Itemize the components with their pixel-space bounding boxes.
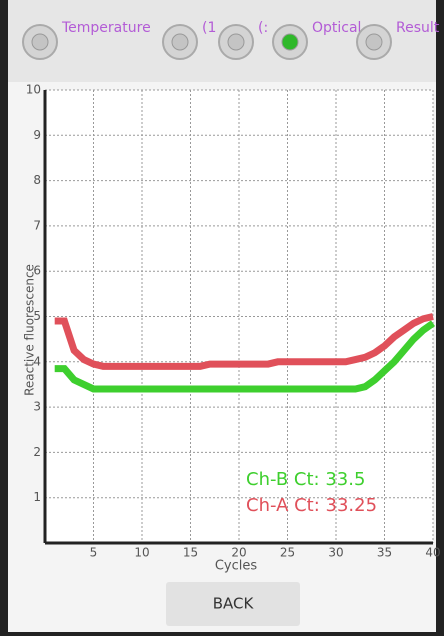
x-tick-label: 15 <box>183 546 198 560</box>
y-tick-label: 5 <box>33 309 41 323</box>
y-tick-label: 8 <box>33 173 41 187</box>
y-tick-label: 4 <box>33 354 41 368</box>
y-tick-label: 6 <box>33 264 41 278</box>
x-tick-label: 40 <box>425 546 440 560</box>
y-tick-label: 3 <box>33 400 41 414</box>
radio-inner[interactable] <box>228 34 244 50</box>
radio-inner[interactable] <box>172 34 188 50</box>
x-tick-label: 30 <box>328 546 343 560</box>
x-axis-label: Cycles <box>215 559 258 574</box>
annotation: Ch-B Ct: 33.5 <box>246 469 365 490</box>
radio-inner[interactable] <box>366 34 382 50</box>
tab-label[interactable]: (1 <box>202 20 216 36</box>
x-tick-label: 35 <box>377 546 392 560</box>
radio-inner[interactable] <box>32 34 48 50</box>
tab-label[interactable]: (: <box>258 20 268 36</box>
tab-label[interactable]: Result <box>396 20 440 36</box>
x-tick-label: 10 <box>134 546 149 560</box>
x-tick-label: 5 <box>90 546 98 560</box>
y-tick-label: 9 <box>33 128 41 142</box>
y-tick-label: 10 <box>26 83 41 97</box>
tab-label[interactable]: Optical <box>312 20 361 36</box>
back-label[interactable]: BACK <box>213 595 255 613</box>
tab-label[interactable]: Temperature <box>61 20 151 36</box>
x-tick-label: 25 <box>280 546 295 560</box>
screen: BACK Cycles Reactive fluorescence Temper… <box>0 0 444 632</box>
y-tick-label: 1 <box>33 490 41 504</box>
y-tick-label: 2 <box>33 445 41 459</box>
y-tick-label: 7 <box>33 218 41 232</box>
annotation: Ch-A Ct: 33.25 <box>246 495 377 516</box>
radio-inner[interactable] <box>282 34 298 50</box>
x-tick-label: 20 <box>231 546 246 560</box>
y-axis-label: Reactive fluorescence <box>23 264 37 396</box>
